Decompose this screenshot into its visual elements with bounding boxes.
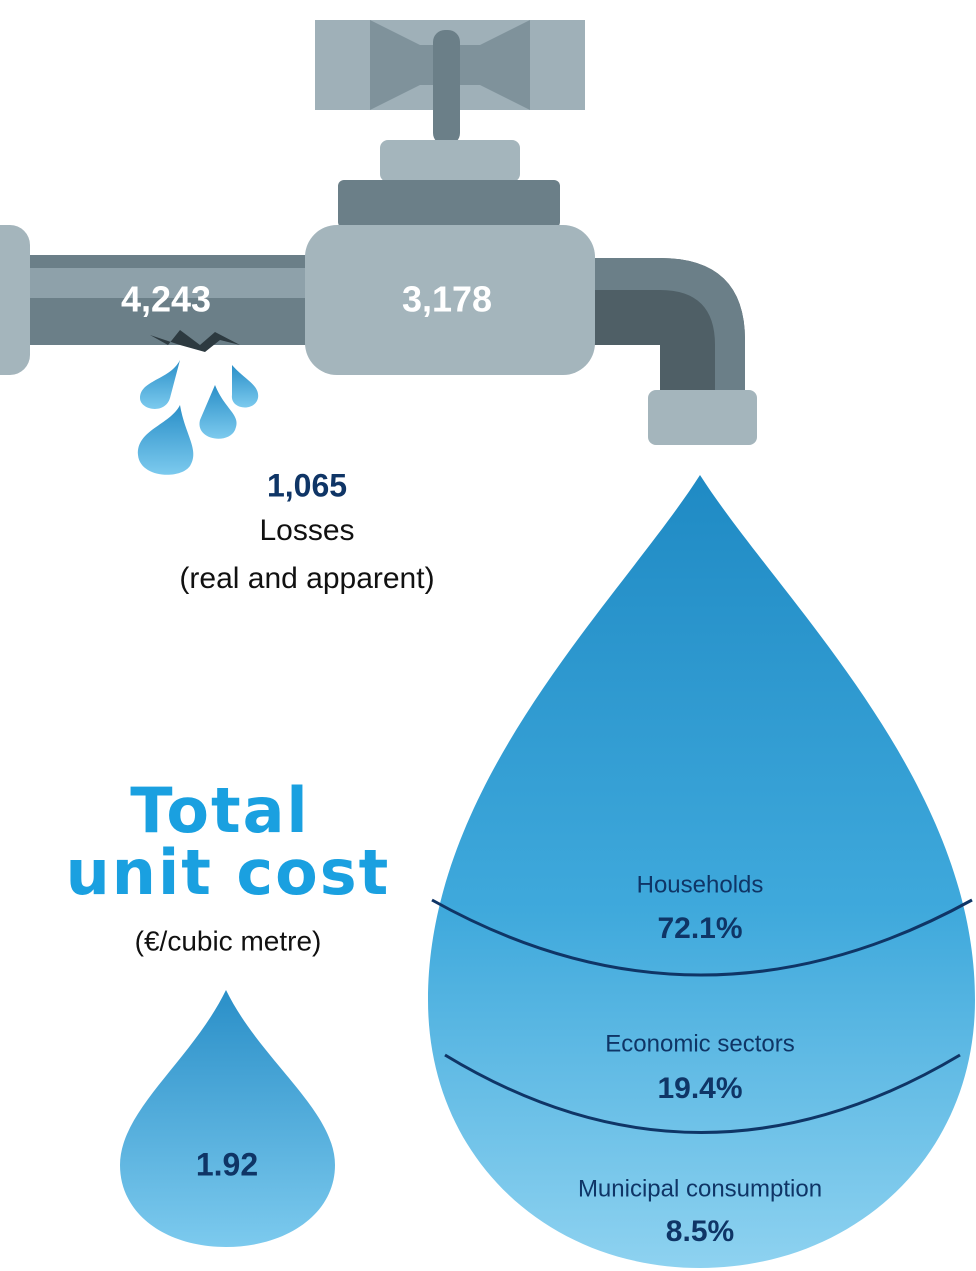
cost-title: Total <box>130 774 309 847</box>
use-name: Economic sectors <box>605 1030 794 1057</box>
input-volume: 4,243 <box>121 279 211 320</box>
use-share: 19.4% <box>657 1072 742 1105</box>
faucet <box>0 20 757 445</box>
use-share: 8.5% <box>666 1215 734 1248</box>
use-name: Households <box>637 871 764 898</box>
output-volume: 3,178 <box>402 279 492 320</box>
cost-title: unit cost <box>66 836 391 909</box>
leak-drops <box>137 360 259 475</box>
losses-note: (real and apparent) <box>179 562 434 595</box>
small-drop <box>120 990 335 1247</box>
losses-value: 1,065 <box>267 467 347 503</box>
cost-unit: (€/cubic metre) <box>135 925 322 956</box>
big-drop <box>428 475 975 1268</box>
cost-value: 1.92 <box>196 1146 258 1182</box>
divider <box>444 1053 961 1134</box>
divider <box>431 898 973 977</box>
losses-label: Losses <box>259 514 354 547</box>
use-name: Municipal consumption <box>578 1175 822 1202</box>
use-share: 72.1% <box>657 912 742 945</box>
